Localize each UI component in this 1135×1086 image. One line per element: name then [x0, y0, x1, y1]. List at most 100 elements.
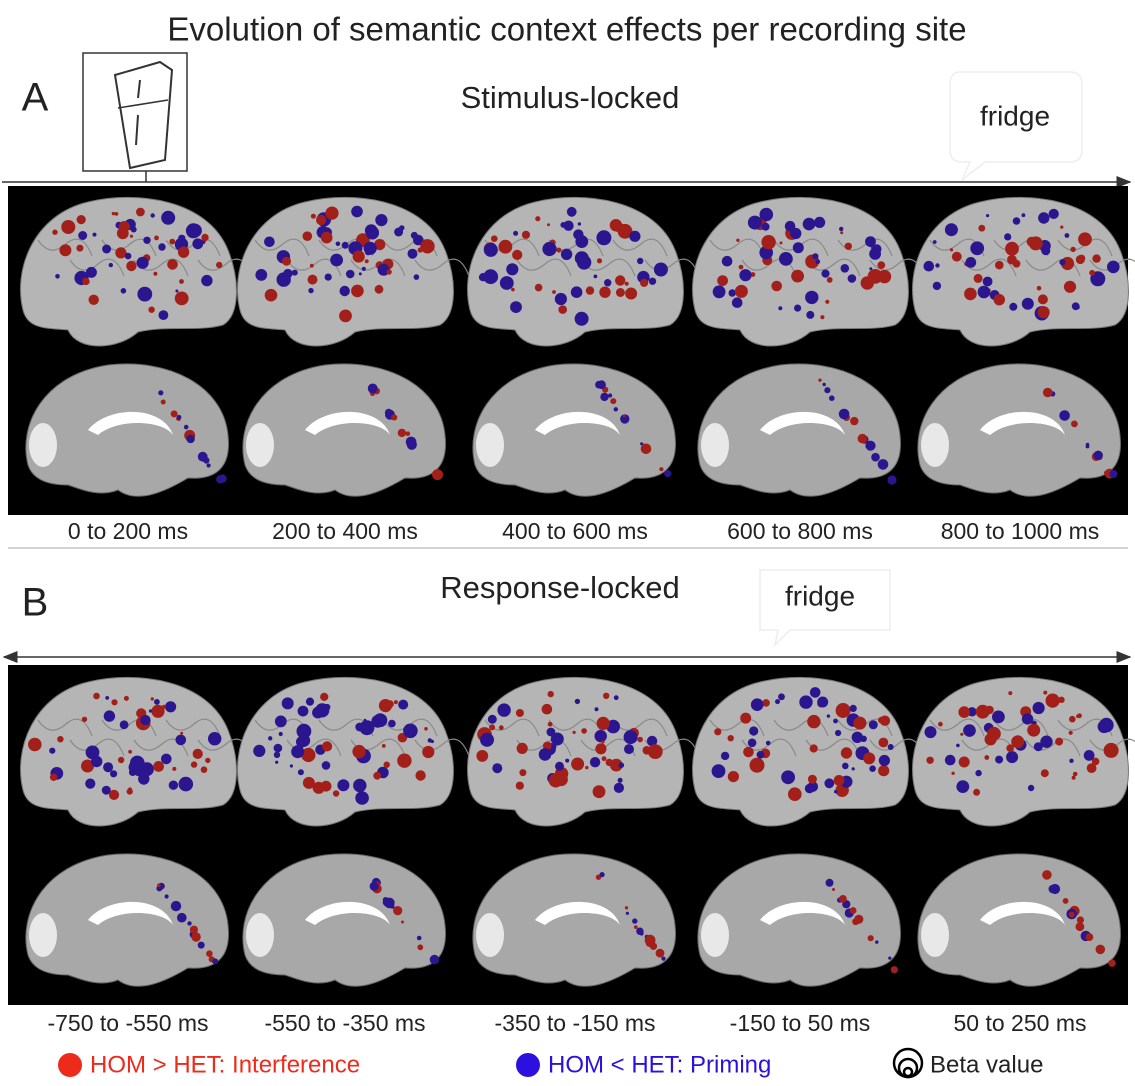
recording-site: [839, 895, 847, 903]
recording-site: [499, 725, 504, 730]
recording-site: [1055, 738, 1063, 746]
recording-site: [1006, 751, 1018, 763]
recording-site: [975, 770, 981, 776]
recording-site: [606, 759, 613, 766]
recording-site: [198, 452, 208, 462]
recording-site: [337, 779, 349, 791]
recording-site: [115, 247, 126, 258]
recording-site: [863, 752, 875, 764]
recording-site: [186, 435, 194, 443]
recording-site: [169, 239, 175, 245]
recording-site: [624, 744, 634, 754]
time-window: 800 to 1000 ms: [941, 518, 1100, 544]
panel-label: B: [22, 581, 49, 625]
recording-site: [1108, 960, 1115, 967]
recording-site: [1046, 874, 1051, 879]
recording-site: [732, 297, 743, 308]
recording-site: [1013, 260, 1021, 268]
recording-site: [201, 275, 212, 286]
recording-site: [497, 703, 510, 716]
recording-site: [187, 921, 191, 925]
recording-site: [1077, 916, 1084, 923]
recording-site: [356, 242, 360, 246]
legend-swatch: [904, 1068, 912, 1076]
recording-site: [794, 305, 801, 312]
recording-site: [206, 950, 213, 957]
recording-site: [499, 240, 513, 254]
recording-site: [1041, 246, 1050, 255]
occipital: [476, 423, 504, 467]
recording-site: [1029, 236, 1043, 250]
recording-site: [879, 738, 889, 748]
recording-site: [539, 748, 552, 761]
recording-site: [298, 706, 309, 717]
recording-site: [535, 284, 543, 292]
recording-site: [161, 400, 166, 405]
recording-site: [834, 790, 837, 793]
recording-site: [172, 767, 176, 771]
recording-site: [595, 707, 599, 711]
recording-site: [888, 744, 894, 750]
recording-site: [179, 279, 184, 284]
recording-site: [945, 755, 956, 766]
recording-site: [858, 434, 868, 444]
recording-site: [212, 736, 217, 741]
recording-site: [761, 235, 775, 249]
recording-site: [736, 239, 739, 242]
recording-site: [365, 224, 378, 237]
recording-site: [1071, 421, 1078, 428]
recording-site: [624, 730, 638, 744]
recording-site: [983, 277, 993, 287]
recording-site: [842, 763, 849, 770]
recording-site: [871, 453, 880, 462]
recording-site: [275, 761, 278, 764]
recording-site: [306, 698, 314, 706]
recording-site: [399, 225, 404, 230]
recording-site: [625, 906, 628, 909]
recording-site: [602, 756, 607, 761]
recording-site: [519, 769, 526, 776]
recording-site: [618, 778, 623, 783]
figure: Evolution of semantic context effects pe…: [0, 0, 1135, 1086]
recording-site: [841, 747, 852, 758]
legend-label: HOM < HET: Priming: [548, 1051, 771, 1078]
recording-site: [82, 717, 87, 722]
recording-site: [371, 715, 384, 728]
recording-site: [1107, 261, 1120, 274]
recording-site: [1046, 694, 1060, 708]
recording-site: [512, 250, 522, 260]
recording-site: [201, 766, 208, 773]
recording-site: [729, 289, 736, 296]
recording-site: [852, 732, 863, 743]
recording-site: [191, 932, 200, 941]
recording-site: [253, 745, 265, 757]
recording-site: [549, 773, 563, 787]
recording-site: [717, 275, 728, 286]
recording-site: [820, 315, 824, 319]
recording-site: [105, 696, 109, 700]
recording-site: [1104, 470, 1110, 476]
recording-site: [318, 215, 325, 222]
recording-site: [408, 249, 418, 259]
recording-site: [985, 733, 997, 745]
recording-site: [489, 724, 495, 730]
recording-site: [952, 252, 962, 262]
recording-site: [951, 772, 954, 775]
recording-site: [1069, 731, 1073, 735]
recording-site: [974, 274, 983, 283]
recording-site: [154, 236, 159, 241]
recording-site: [992, 711, 1005, 724]
recording-site: [845, 243, 852, 250]
recording-site: [567, 207, 577, 217]
recording-site: [386, 700, 394, 708]
recording-site: [201, 234, 208, 241]
recording-site: [748, 739, 757, 748]
recording-site: [978, 225, 985, 232]
recording-site: [986, 214, 989, 217]
recording-site: [645, 935, 656, 946]
recording-site: [853, 420, 856, 423]
recording-site: [1038, 212, 1049, 223]
occipital: [701, 913, 729, 957]
recording-site: [417, 936, 422, 941]
recording-site: [362, 267, 366, 271]
